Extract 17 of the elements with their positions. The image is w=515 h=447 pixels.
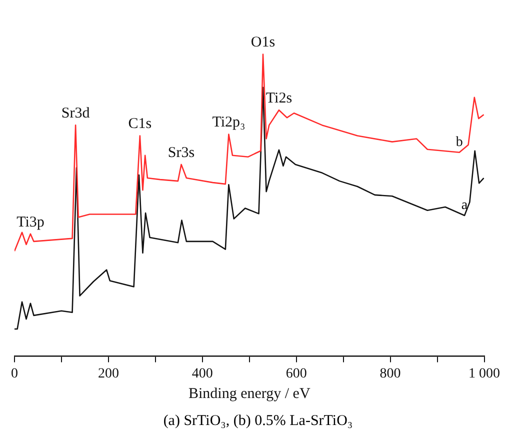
x-tick-label: 200 [98, 366, 119, 382]
x-tick-label: 1 000 [468, 366, 500, 382]
annotation: Ti2s [266, 90, 292, 107]
text: (a) SrTiO₃, (b) 0.5% La-SrTiO₃ [162, 413, 354, 430]
annotation: Sr3s [168, 144, 195, 161]
x-tick-label: 800 [380, 366, 401, 382]
series-label: b [456, 135, 463, 150]
x-tick-label: 0 [11, 366, 18, 382]
annotation: O1s [250, 34, 276, 51]
annotation: C1s [128, 116, 152, 132]
annotation: Ti3p [16, 214, 44, 230]
series-label: a [461, 198, 468, 214]
x-tick-label: 400 [192, 366, 213, 382]
annotation: Ti2p₃ [212, 114, 246, 131]
x-axis-title: Binding energy / eV [188, 386, 310, 402]
x-tick-label: 600 [286, 366, 307, 382]
annotation: Sr3d [61, 106, 90, 122]
